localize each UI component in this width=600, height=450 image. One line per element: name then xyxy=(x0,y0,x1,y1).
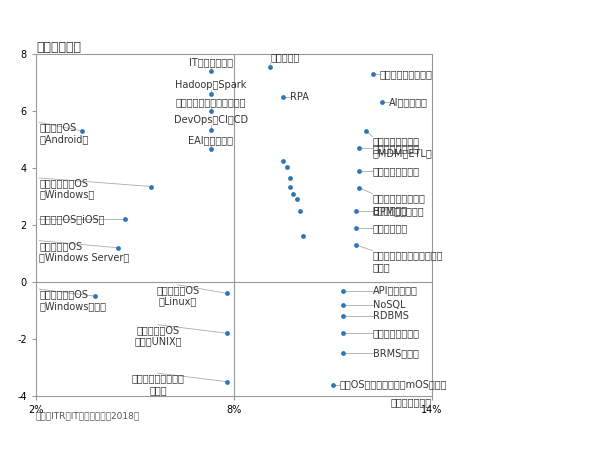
Text: エンタープライズ・
モバイル管理: エンタープライズ・ モバイル管理 xyxy=(373,194,425,215)
Point xyxy=(120,216,130,223)
Point xyxy=(338,350,348,357)
Point xyxy=(282,163,292,170)
Point xyxy=(223,378,232,385)
Point xyxy=(278,158,288,165)
Text: システム運用管理: システム運用管理 xyxy=(373,328,419,338)
Text: テストツール: テストツール xyxy=(373,223,408,233)
Text: データ検索／探索: データ検索／探索 xyxy=(373,166,419,176)
Text: BPM関連ツール: BPM関連ツール xyxy=(373,206,423,216)
Point xyxy=(77,127,87,135)
Point xyxy=(278,93,288,100)
Text: 独自OS（メインフレーmOSなど）: 独自OS（メインフレーmOSなど） xyxy=(340,380,447,390)
Text: データ統合ツール
（MDM／ETL）: データ統合ツール （MDM／ETL） xyxy=(373,137,433,158)
Point xyxy=(289,190,298,197)
Text: EAI関連ツール: EAI関連ツール xyxy=(188,135,233,145)
Point xyxy=(223,330,232,337)
Point xyxy=(352,224,361,231)
Point xyxy=(298,233,308,240)
Text: モバイルOS（iOS）: モバイルOS（iOS） xyxy=(40,214,105,224)
Text: API管理ツール: API管理ツール xyxy=(373,286,418,296)
Point xyxy=(265,63,275,71)
Text: RPA: RPA xyxy=(290,92,309,102)
Point xyxy=(223,290,232,297)
Text: クライアントOS
（Windows以外）: クライアントOS （Windows以外） xyxy=(40,289,106,310)
Text: アプリケーション開発支援: アプリケーション開発支援 xyxy=(176,97,246,107)
Point xyxy=(206,68,215,75)
Point xyxy=(292,196,301,203)
Point xyxy=(355,144,364,152)
Point xyxy=(206,108,215,115)
Point xyxy=(328,381,338,388)
Text: サーバ向けOS
（Linux）: サーバ向けOS （Linux） xyxy=(157,285,199,306)
Point xyxy=(378,99,388,106)
Point xyxy=(338,301,348,308)
Point xyxy=(338,287,348,294)
Point xyxy=(355,184,364,192)
Point xyxy=(206,90,215,98)
Point xyxy=(206,146,215,153)
Point xyxy=(338,330,348,337)
Text: サーバ向けOS
（Windows Server）: サーバ向けOS （Windows Server） xyxy=(40,241,130,262)
Text: 出典：ITR「IT投資動向調査2018」: 出典：ITR「IT投資動向調査2018」 xyxy=(36,412,140,421)
Text: 運用自動化: 運用自動化 xyxy=(270,53,299,63)
Point xyxy=(368,70,377,77)
Text: RDBMS: RDBMS xyxy=(373,311,409,321)
Text: 投資増減指数: 投資増減指数 xyxy=(36,41,81,54)
Text: DevOps／CI／CD: DevOps／CI／CD xyxy=(174,115,248,125)
Point xyxy=(91,292,100,300)
Text: ITサービス管理: ITサービス管理 xyxy=(189,57,233,67)
Text: AI／機械学習: AI／機械学習 xyxy=(389,98,428,108)
Text: モバイルOS
（Android）: モバイルOS （Android） xyxy=(40,122,89,144)
Point xyxy=(206,126,215,133)
Point xyxy=(352,241,361,248)
Point xyxy=(352,207,361,214)
Point xyxy=(338,313,348,320)
Text: ディープラーニング: ディープラーニング xyxy=(379,69,432,79)
Text: アプリケーション・
サーバ: アプリケーション・ サーバ xyxy=(131,373,185,395)
Point xyxy=(295,207,305,214)
Text: サーバ向けOS
（商用UNIX）: サーバ向けOS （商用UNIX） xyxy=(134,325,182,346)
Point xyxy=(113,244,123,252)
Text: ブロックチェーン: ブロックチェーン xyxy=(373,143,419,153)
Point xyxy=(355,167,364,175)
Text: 新規導入可能性: 新規導入可能性 xyxy=(391,397,432,407)
Point xyxy=(146,183,156,190)
Point xyxy=(286,175,295,182)
Text: NoSQL: NoSQL xyxy=(373,300,405,310)
Text: BRMSツール: BRMSツール xyxy=(373,348,418,358)
Text: クライアントOS
（Windows）: クライアントOS （Windows） xyxy=(40,178,95,200)
Text: Hadoop／Spark: Hadoop／Spark xyxy=(175,80,247,90)
Point xyxy=(361,127,371,135)
Text: ソフトウェア・ライセンス
最適化: ソフトウェア・ライセンス 最適化 xyxy=(373,251,443,272)
Point xyxy=(286,183,295,190)
